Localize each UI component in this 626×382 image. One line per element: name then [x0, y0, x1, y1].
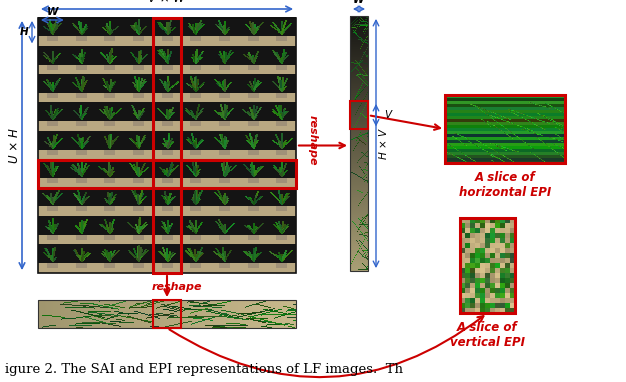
Text: V: V — [384, 110, 391, 120]
Bar — [38, 18, 296, 273]
Text: U × H: U × H — [8, 128, 21, 163]
Text: A slice of
horizontal EPI: A slice of horizontal EPI — [459, 171, 551, 199]
Text: reshape: reshape — [151, 282, 202, 292]
Bar — [350, 101, 368, 129]
Bar — [38, 300, 296, 328]
Text: V × W: V × W — [148, 0, 185, 5]
Bar — [153, 18, 182, 273]
Text: A slice of
vertical EPI: A slice of vertical EPI — [450, 321, 525, 349]
Text: W: W — [46, 7, 58, 17]
Bar — [38, 18, 296, 273]
Bar — [350, 16, 368, 271]
Text: H × V: H × V — [379, 128, 389, 159]
Bar — [445, 95, 565, 163]
Text: igure 2. The SAI and EPI representations of LF images.  Th: igure 2. The SAI and EPI representations… — [5, 363, 403, 376]
Bar — [153, 300, 182, 328]
Bar — [38, 160, 296, 188]
Bar — [460, 218, 515, 313]
Text: W: W — [353, 0, 365, 5]
Text: H: H — [19, 27, 28, 37]
Text: reshape: reshape — [308, 115, 318, 166]
